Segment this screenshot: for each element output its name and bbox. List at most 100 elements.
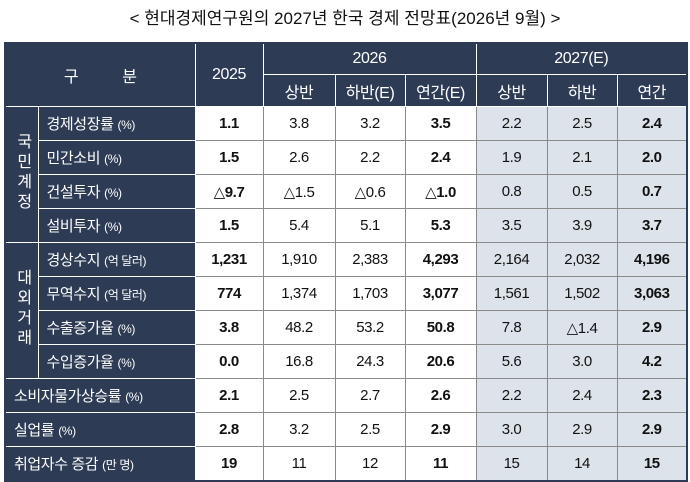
row-label-cell: 건설투자 (%) — [37, 174, 196, 209]
row-label-cell: 수출증가율 (%) — [37, 310, 196, 345]
value-cell: 3.2 — [262, 412, 336, 447]
value-cell: 3.8 — [262, 106, 336, 141]
value-cell: 5.4 — [262, 208, 336, 243]
value-cell: 0.5 — [546, 174, 618, 209]
value-cell: 1.5 — [194, 140, 264, 175]
row-unit: (%) — [104, 152, 122, 166]
row-unit: (%) — [104, 220, 122, 234]
row-unit: (만 명) — [102, 458, 134, 472]
row-label-cell: 무역수지 (억 달러) — [37, 276, 196, 311]
row-unit: (%) — [104, 186, 122, 200]
value-cell: 3.0 — [546, 344, 618, 379]
row-label-cell: 민간소비 (%) — [37, 140, 196, 175]
data-row: 수출증가율 (%) 3.8 48.2 53.2 50.8 7.8 △1.4 2.9 — [5, 310, 688, 345]
value-cell: 2.4 — [546, 378, 618, 413]
sub-header: 하반(E) — [334, 74, 406, 107]
value-cell: 2.3 — [616, 378, 688, 413]
row-unit: (%) — [117, 118, 136, 132]
value-cell: 2.9 — [616, 412, 688, 447]
value-cell: △1.4 — [546, 310, 618, 345]
value-cell: 2.5 — [262, 378, 336, 413]
group-cell: 국민계정 — [4, 106, 39, 243]
row-label-cell: 경제성장률 (%) — [37, 106, 196, 141]
data-row: 소비자물가상승률 (%) 2.1 2.5 2.7 2.6 2.2 2.4 2.3 — [4, 378, 688, 413]
sub-header: 연간 — [616, 74, 688, 107]
sub-header: 상반 — [262, 74, 336, 107]
row-label-cell: 취업자수 증감 (만 명) — [4, 446, 196, 482]
value-cell: 16.8 — [262, 344, 336, 379]
row-unit: (억 달러) — [104, 254, 147, 268]
data-row: 취업자수 증감 (만 명) 19 11 12 11 15 14 15 — [4, 446, 688, 482]
value-cell: 2,164 — [475, 242, 548, 277]
value-cell: 1.5 — [194, 208, 264, 243]
value-cell: 4,196 — [616, 242, 688, 277]
value-cell: 3.2 — [334, 106, 406, 141]
row-label: 수출증가율 — [46, 320, 114, 337]
data-row: 무역수지 (억 달러) 774 1,374 1,703 3,077 1,561 1,502 3,… — [5, 276, 688, 311]
value-cell: 20.6 — [404, 344, 477, 379]
data-row: 대외거래 경상수지 (억 달러) 1,231 1,910 2,383 4,293 2,164 2… — [4, 242, 688, 379]
value-cell: 2.9 — [404, 412, 477, 447]
value-cell: 2.7 — [334, 378, 406, 413]
value-cell: 2.5 — [334, 412, 406, 447]
value-cell: 4.2 — [616, 344, 688, 379]
data-row: 건설투자 (%) △9.7 △1.5 △0.6 △1.0 0.8 0.5 0.7 — [5, 174, 688, 209]
value-cell: 0.8 — [475, 174, 548, 209]
row-label-cell: 수입증가율 (%) — [37, 344, 196, 379]
value-cell: △0.6 — [334, 174, 406, 209]
value-cell: 2.2 — [475, 106, 548, 141]
value-cell: 2.6 — [404, 378, 477, 413]
value-cell: 3.9 — [546, 208, 618, 243]
value-cell: 2.2 — [334, 140, 406, 175]
value-cell: 1,703 — [334, 276, 406, 311]
row-label: 설비투자 — [46, 218, 101, 235]
sub-header: 연간(E) — [404, 74, 477, 107]
row-label-cell: 설비투자 (%) — [37, 208, 196, 243]
value-cell: 3.7 — [616, 208, 688, 243]
value-cell: 15 — [616, 446, 688, 482]
value-cell: 3.5 — [475, 208, 548, 243]
value-cell: 2.0 — [616, 140, 688, 175]
group-label: 국민계정 — [13, 132, 31, 213]
value-cell: 1,910 — [262, 242, 336, 277]
value-cell: 3.0 — [475, 412, 548, 447]
group-cell: 대외거래 — [4, 242, 39, 379]
value-cell: 3.5 — [404, 106, 477, 141]
data-row: 설비투자 (%) 1.5 5.4 5.1 5.3 3.5 3.9 3.7 — [5, 208, 688, 243]
value-cell: 50.8 — [404, 310, 477, 345]
value-cell: △1.5 — [262, 174, 336, 209]
value-cell: 14 — [546, 446, 618, 482]
header-row: 구 분 2025 2026 2027(E) — [4, 42, 688, 107]
value-cell: 1,231 — [194, 242, 264, 277]
value-cell: 1,561 — [475, 276, 548, 311]
value-cell: 2.1 — [546, 140, 618, 175]
value-cell: 2.5 — [546, 106, 618, 141]
row-label: 취업자수 증감 — [14, 456, 99, 473]
value-cell: 1.9 — [475, 140, 548, 175]
value-cell: 3.8 — [194, 310, 264, 345]
sub-header: 하반 — [546, 74, 618, 107]
year-header: 2027(E) — [475, 42, 688, 75]
group-label: 대외거래 — [13, 268, 31, 349]
value-cell: 5.1 — [334, 208, 406, 243]
value-cell: △9.7 — [194, 174, 264, 209]
title: < 현대경제연구원의 2027년 한국 경제 전망표(2026년 9월) > — [129, 9, 561, 28]
header-row: 상반 하반(E) 연간(E) 상반 하반 연간 — [5, 74, 688, 107]
value-cell: △1.0 — [404, 174, 477, 209]
data-row: 실업률 (%) 2.8 3.2 2.5 2.9 3.0 2.9 2.9 — [4, 412, 688, 447]
value-cell: 5.6 — [475, 344, 548, 379]
value-cell: 2.9 — [546, 412, 618, 447]
value-cell: 2,032 — [546, 242, 618, 277]
value-cell: 2.6 — [262, 140, 336, 175]
value-cell: 48.2 — [262, 310, 336, 345]
value-cell: 11 — [262, 446, 336, 482]
data-row: 국민계정 경제성장률 (%) 1.1 3.8 3.2 3.5 2.2 2.5 2.4 — [4, 106, 688, 243]
value-cell: 3,077 — [404, 276, 477, 311]
row-label: 실업률 — [14, 422, 55, 439]
value-cell: 0.7 — [616, 174, 688, 209]
row-label: 경상수지 — [46, 252, 101, 269]
row-label-cell: 경상수지 (억 달러) — [37, 242, 196, 277]
value-cell: 12 — [334, 446, 406, 482]
